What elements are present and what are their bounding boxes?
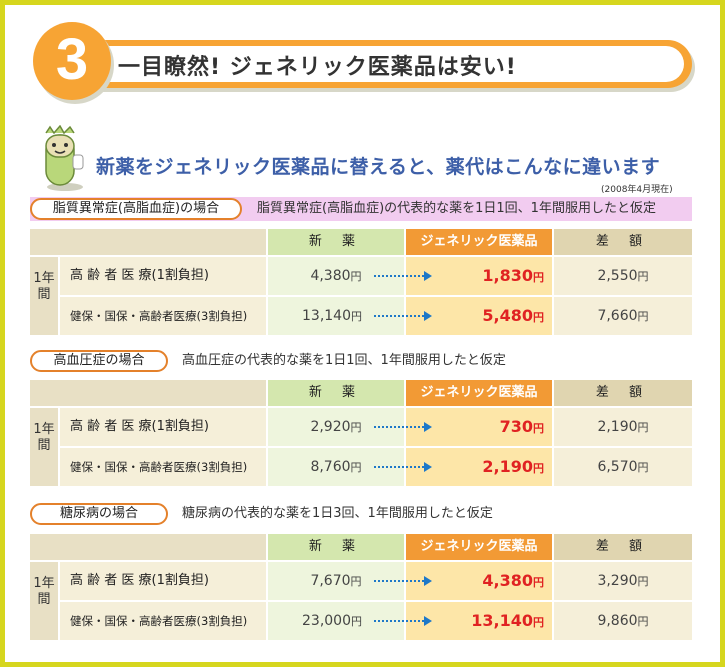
arrow-icon xyxy=(374,271,432,281)
section-desc-diabetes: 糖尿病の代表的な薬を1日3回、1年間服用したと仮定 xyxy=(182,506,493,521)
col-header-generic: ジェネリック医薬品 xyxy=(406,534,552,560)
row-label-insured: 健保・国保・高齢者医療(3割負担) xyxy=(60,602,266,640)
year-label: 1年間 xyxy=(30,562,58,640)
col-header-diff: 差 額 xyxy=(554,380,692,406)
col-header-new: 新 薬 xyxy=(268,380,404,406)
row-label-elderly: 高 齢 者 医 療(1割負担) xyxy=(60,257,266,295)
arrow-icon xyxy=(374,462,432,472)
section-label-lipid: 脂質異常症(高脂血症)の場合 xyxy=(30,198,242,220)
table-cell-generic: 1,830円 xyxy=(406,257,552,295)
table-cell-diff: 6,570円 xyxy=(554,448,692,486)
year-label: 1年間 xyxy=(30,257,58,335)
col-header-diff: 差 額 xyxy=(554,229,692,255)
row-label-insured: 健保・国保・高齢者医療(3割負担) xyxy=(60,448,266,486)
col-header-generic: ジェネリック医薬品 xyxy=(406,229,552,255)
page-subtitle: 新薬をジェネリック医薬品に替えると、薬代はこんなに違います xyxy=(96,156,661,178)
row-label-elderly: 高 齢 者 医 療(1割負担) xyxy=(60,562,266,600)
table-cell-diff: 7,660円 xyxy=(554,297,692,335)
date-note: (2008年4月現在) xyxy=(601,185,673,195)
col-header-diff: 差 額 xyxy=(554,534,692,560)
section-number-badge: 3 xyxy=(33,22,111,100)
col-header-new: 新 薬 xyxy=(268,534,404,560)
table-hypertension: 新 薬 ジェネリック医薬品 差 額 1年間 高 齢 者 医 療(1割負担) 2,… xyxy=(30,380,692,486)
arrow-icon xyxy=(374,422,432,432)
pill-mascot-icon xyxy=(45,125,84,191)
table-cell-diff: 3,290円 xyxy=(554,562,692,600)
row-label-elderly: 高 齢 者 医 療(1割負担) xyxy=(60,408,266,446)
arrow-icon xyxy=(374,311,432,321)
header-banner: 一目瞭然! ジェネリック医薬品は安い! xyxy=(62,40,692,88)
arrow-icon xyxy=(374,576,432,586)
section-desc-lipid: 脂質異常症(高脂血症)の代表的な薬を1日1回、1年間服用したと仮定 xyxy=(257,201,656,216)
arrow-icon xyxy=(374,616,432,626)
section-label-diabetes: 糖尿病の場合 xyxy=(30,503,168,525)
section-label-hypertension: 高血圧症の場合 xyxy=(30,350,168,372)
row-label-insured: 健保・国保・高齢者医療(3割負担) xyxy=(60,297,266,335)
table-cell-diff: 2,190円 xyxy=(554,408,692,446)
section-number: 3 xyxy=(55,27,89,92)
table-diabetes: 新 薬 ジェネリック医薬品 差 額 1年間 高 齢 者 医 療(1割負担) 7,… xyxy=(30,534,692,640)
year-label: 1年間 xyxy=(30,408,58,486)
section-desc-hypertension: 高血圧症の代表的な薬を1日1回、1年間服用したと仮定 xyxy=(182,353,506,368)
table-cell-diff: 2,550円 xyxy=(554,257,692,295)
table-lipid: 新 薬 ジェネリック医薬品 差 額 1年間 高 齢 者 医 療(1割負担) 4,… xyxy=(30,229,692,335)
table-cell-generic: 5,480円 xyxy=(406,297,552,335)
col-header-new: 新 薬 xyxy=(268,229,404,255)
col-header-generic: ジェネリック医薬品 xyxy=(406,380,552,406)
header-title: 一目瞭然! ジェネリック医薬品は安い! xyxy=(118,55,517,80)
table-cell-diff: 9,860円 xyxy=(554,602,692,640)
